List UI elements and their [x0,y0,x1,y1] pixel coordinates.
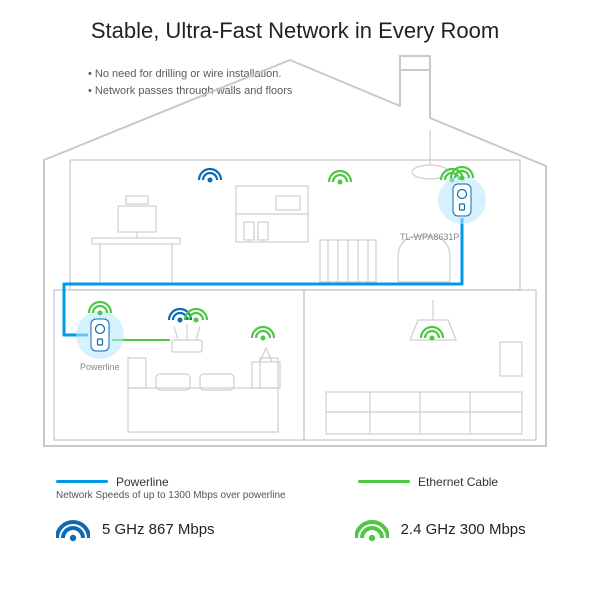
legend-powerline: Powerline [56,475,169,489]
house-diagram [0,0,590,470]
legend-label: Ethernet Cable [418,475,498,489]
legend-label: Powerline [116,475,169,489]
speed-24ghz: 2.4 GHz 300 Mbps [355,516,526,542]
legend-subtitle: Network Speeds of up to 1300 Mbps over p… [56,490,286,501]
speed-label: 5 GHz 867 Mbps [102,521,215,538]
legend: Powerline Ethernet Cable [56,472,538,489]
wifi-icon [56,516,90,542]
legend-ethernet: Ethernet Cable [358,475,498,489]
product-model-label: TL-WPA8631P [400,232,459,242]
powerline-swatch [56,480,108,483]
wifi-icon [355,516,389,542]
speed-label: 2.4 GHz 300 Mbps [401,521,526,538]
speed-specs: 5 GHz 867 Mbps 2.4 GHz 300 Mbps [56,516,526,542]
ethernet-swatch [358,480,410,483]
speed-5ghz: 5 GHz 867 Mbps [56,516,215,542]
powerline-adapter-label: Powerline [80,362,120,372]
